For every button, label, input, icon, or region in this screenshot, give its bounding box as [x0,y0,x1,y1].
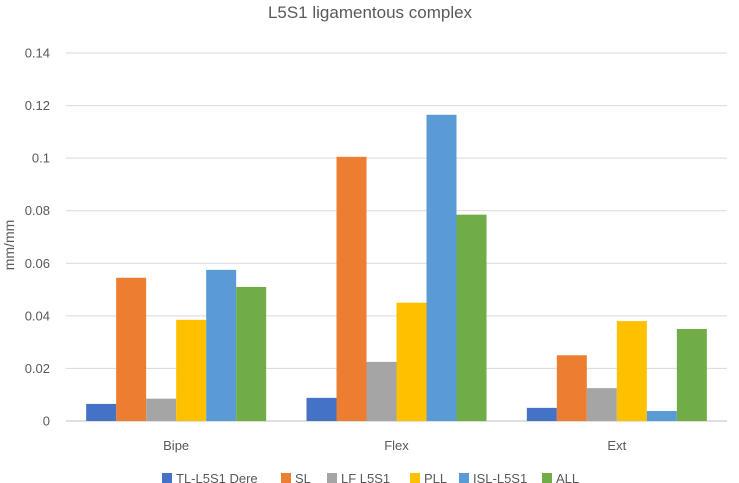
legend: TL-L5S1 Dere SL LF L5S1 PLL ISL-L5S1 ALL [162,471,579,483]
legend-item: TL-L5S1 Dere [162,471,258,483]
legend-swatch [327,473,337,483]
legend-label: SL [295,471,311,483]
y-tick-label: 0 [43,414,50,429]
y-tick-label: 0.14 [25,46,50,61]
bar-bipe-pll [176,319,207,421]
y-tick-label: 0.08 [25,203,50,218]
legend-item: ALL [542,471,579,483]
y-tick-label: 0.04 [25,308,50,323]
bar-bipe-all [236,286,267,421]
chart-title: L5S1 ligamentous complex [268,3,473,22]
bars [86,114,707,422]
bar-bipe-tl-l5s1-dere [86,403,117,421]
legend-label: ALL [556,471,579,483]
legend-swatch [162,473,172,483]
x-tick-labels: Bipe Flex Ext [163,438,626,453]
legend-swatch [281,473,291,483]
bar-ext-sl [556,355,587,421]
bar-flex-pll [396,302,427,421]
bar-ext-all [676,329,707,421]
x-tick-label: Ext [607,438,626,453]
bar-ext-isl-l5s1 [646,411,677,421]
bar-flex-all [456,214,487,421]
legend-item: PLL [410,471,447,483]
bar-flex-sl [336,156,367,422]
x-tick-label: Bipe [163,438,189,453]
bar-ext-tl-l5s1-dere [526,407,557,421]
legend-label: PLL [424,471,447,483]
y-tick-label: 0.12 [25,98,50,113]
legend-label: ISL-L5S1 [473,471,527,483]
y-tick-label: 0.06 [25,256,50,271]
bar-bipe-lf-l5s1 [146,398,177,421]
y-tick-labels: 0 0.02 0.04 0.06 0.08 0.1 0.12 0.14 [25,46,50,429]
bar-flex-tl-l5s1-dere [306,397,337,421]
bar-ext-lf-l5s1 [586,388,617,421]
legend-item: SL [281,471,311,483]
legend-item: ISL-L5S1 [459,471,527,483]
legend-label: TL-L5S1 Dere [176,471,258,483]
legend-item: LF L5S1 [327,471,390,483]
bar-bipe-sl [116,277,147,421]
bar-flex-lf-l5s1 [366,361,397,421]
bar-flex-isl-l5s1 [426,114,457,422]
bar-bipe-isl-l5s1 [206,269,237,421]
legend-swatch [459,473,469,483]
legend-swatch [410,473,420,483]
y-tick-label: 0.1 [32,151,50,166]
legend-label: LF L5S1 [341,471,390,483]
legend-swatch [542,473,552,483]
bar-ext-pll [616,321,647,421]
x-tick-label: Flex [384,438,409,453]
y-tick-label: 0.02 [25,361,50,376]
y-axis-label: mm/mm [1,220,17,271]
